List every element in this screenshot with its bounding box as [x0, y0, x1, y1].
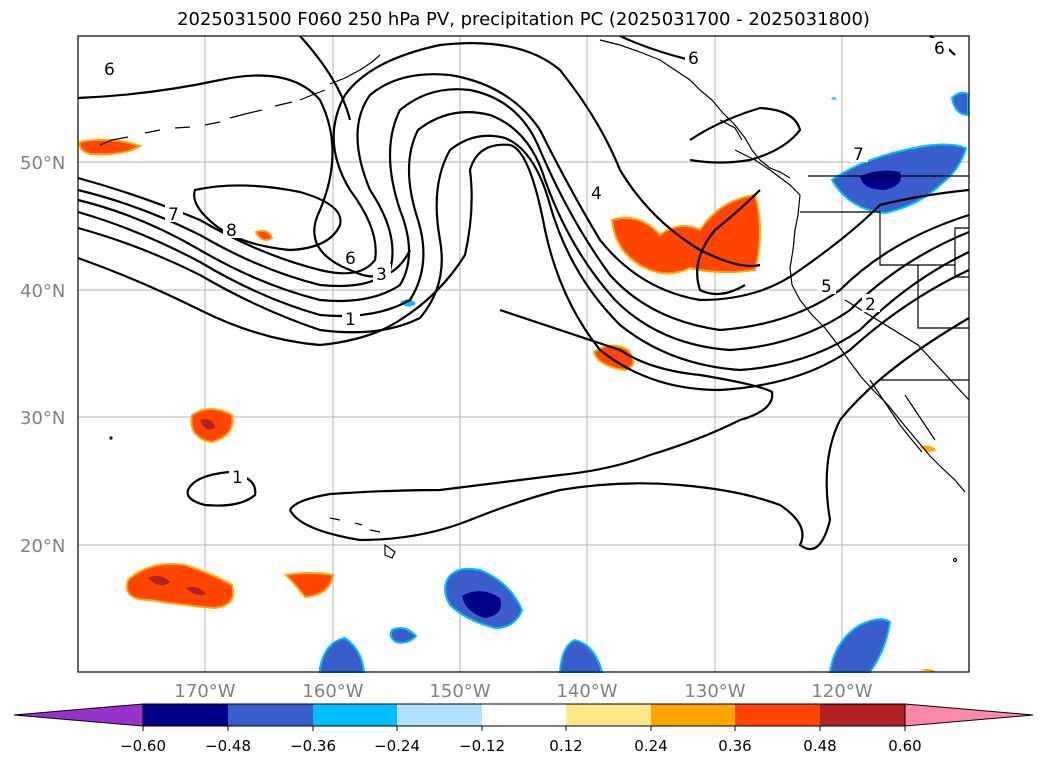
longitude-labels: 170°W 160°W 150°W 140°W 130°W 120°W	[174, 681, 872, 702]
island-dot	[109, 436, 113, 440]
colorbar-tick-label: −0.48	[205, 737, 251, 755]
colorbar-segment	[735, 704, 820, 726]
contour-label: 2	[865, 295, 876, 315]
precip-area	[148, 575, 170, 586]
pv-contour	[77, 74, 411, 278]
colorbar-tick-label: 0.36	[718, 737, 751, 755]
contour-label: 1	[232, 468, 243, 488]
graticule	[78, 36, 969, 672]
contour-label: 7	[168, 205, 179, 225]
colorbar-tick-label: 0.48	[803, 737, 836, 755]
precip-area	[828, 618, 892, 673]
latitude-labels: 50°N 40°N 30°N 20°N	[20, 153, 65, 557]
lat-label: 50°N	[20, 153, 65, 174]
contour-label: 3	[376, 265, 387, 285]
pv-contour	[77, 143, 970, 392]
map-title: 2025031500 F060 250 hPa PV, precipitatio…	[177, 9, 870, 30]
precip-area	[400, 299, 416, 307]
precip-area	[920, 668, 936, 672]
colorbar-segment	[820, 704, 905, 726]
contour-label: 6	[934, 39, 945, 59]
pv-contour	[289, 317, 970, 551]
precip-area	[920, 445, 936, 452]
pv-contour	[696, 189, 761, 296]
colorbar-tick-label: 0.24	[634, 737, 667, 755]
precip-area	[831, 97, 837, 100]
pv-contour	[77, 134, 970, 372]
contour-label: 6	[345, 249, 356, 269]
colorbar-tick-label: 0.60	[888, 737, 921, 755]
precip-area	[78, 138, 143, 156]
colorbar-tick-label: 0.12	[549, 737, 582, 755]
lon-label: 120°W	[811, 681, 872, 702]
colorbar-tick-label: −0.12	[459, 737, 505, 755]
contour-label: 1	[345, 310, 356, 330]
lat-label: 30°N	[20, 408, 65, 429]
aleutian-chain	[99, 54, 381, 146]
precip-area	[186, 586, 206, 596]
bc-islands	[719, 119, 801, 196]
contour-label: 6	[104, 60, 115, 80]
map-frame	[77, 35, 970, 673]
precip-area	[283, 572, 335, 599]
pv-contour	[186, 470, 257, 507]
hawaii-islands	[329, 517, 396, 559]
lon-label: 150°W	[429, 681, 490, 702]
colorbar-segment	[397, 704, 482, 726]
colorbar-segment	[228, 704, 313, 726]
precip-area	[389, 627, 418, 644]
precip-area	[950, 91, 969, 117]
contour-label: 6	[688, 49, 699, 69]
contour-label: 8	[226, 221, 237, 241]
colorbar-segment	[566, 704, 651, 726]
island-dot	[952, 557, 958, 563]
colorbar-extend-left	[13, 703, 144, 727]
lat-label: 40°N	[20, 281, 65, 302]
precip-area	[200, 419, 215, 430]
colorbar: −0.60 −0.48 −0.36 −0.24 −0.12 0.12 0.24 …	[13, 703, 1034, 755]
colorbar-segment	[482, 704, 566, 726]
precip-positive-areas	[78, 138, 936, 672]
pv-contours	[77, 35, 970, 551]
map-background	[78, 36, 969, 672]
alaska-panhandle	[599, 39, 791, 179]
pv-contour	[77, 111, 970, 352]
colorbar-segment	[143, 704, 228, 726]
baja-peninsula	[869, 379, 936, 453]
colorbar-tick-label: −0.36	[290, 737, 336, 755]
precip-area	[319, 636, 366, 673]
lat-label: 20°N	[20, 536, 65, 557]
lon-label: 130°W	[684, 681, 745, 702]
colorbar-tick-label: −0.60	[120, 737, 166, 755]
precip-area	[254, 229, 274, 241]
pv-contour	[689, 106, 802, 164]
pv-contour	[77, 73, 970, 302]
contour-label: 4	[591, 184, 602, 204]
precip-area	[558, 638, 604, 673]
lon-label: 170°W	[174, 681, 235, 702]
contour-label: 5	[821, 277, 832, 297]
pv-contour	[289, 308, 774, 511]
colorbar-tick-label: −0.24	[374, 737, 420, 755]
colorbar-segment	[313, 704, 397, 726]
pv-contour	[77, 88, 970, 332]
colorbar-segment	[651, 704, 735, 726]
pv-contour	[193, 184, 342, 252]
lon-label: 160°W	[302, 681, 363, 702]
colorbar-extend-right	[904, 703, 1034, 727]
contour-label: 7	[853, 145, 864, 165]
precip-area	[462, 590, 501, 618]
us-west-coast	[789, 194, 966, 493]
precip-area	[610, 193, 761, 275]
pv-contour-labels: 6 6 6 7 8 6 3 1 4 7 5 2 1	[101, 38, 949, 488]
lon-label: 140°W	[556, 681, 617, 702]
precip-area	[126, 563, 235, 610]
pv-contour	[77, 42, 761, 275]
